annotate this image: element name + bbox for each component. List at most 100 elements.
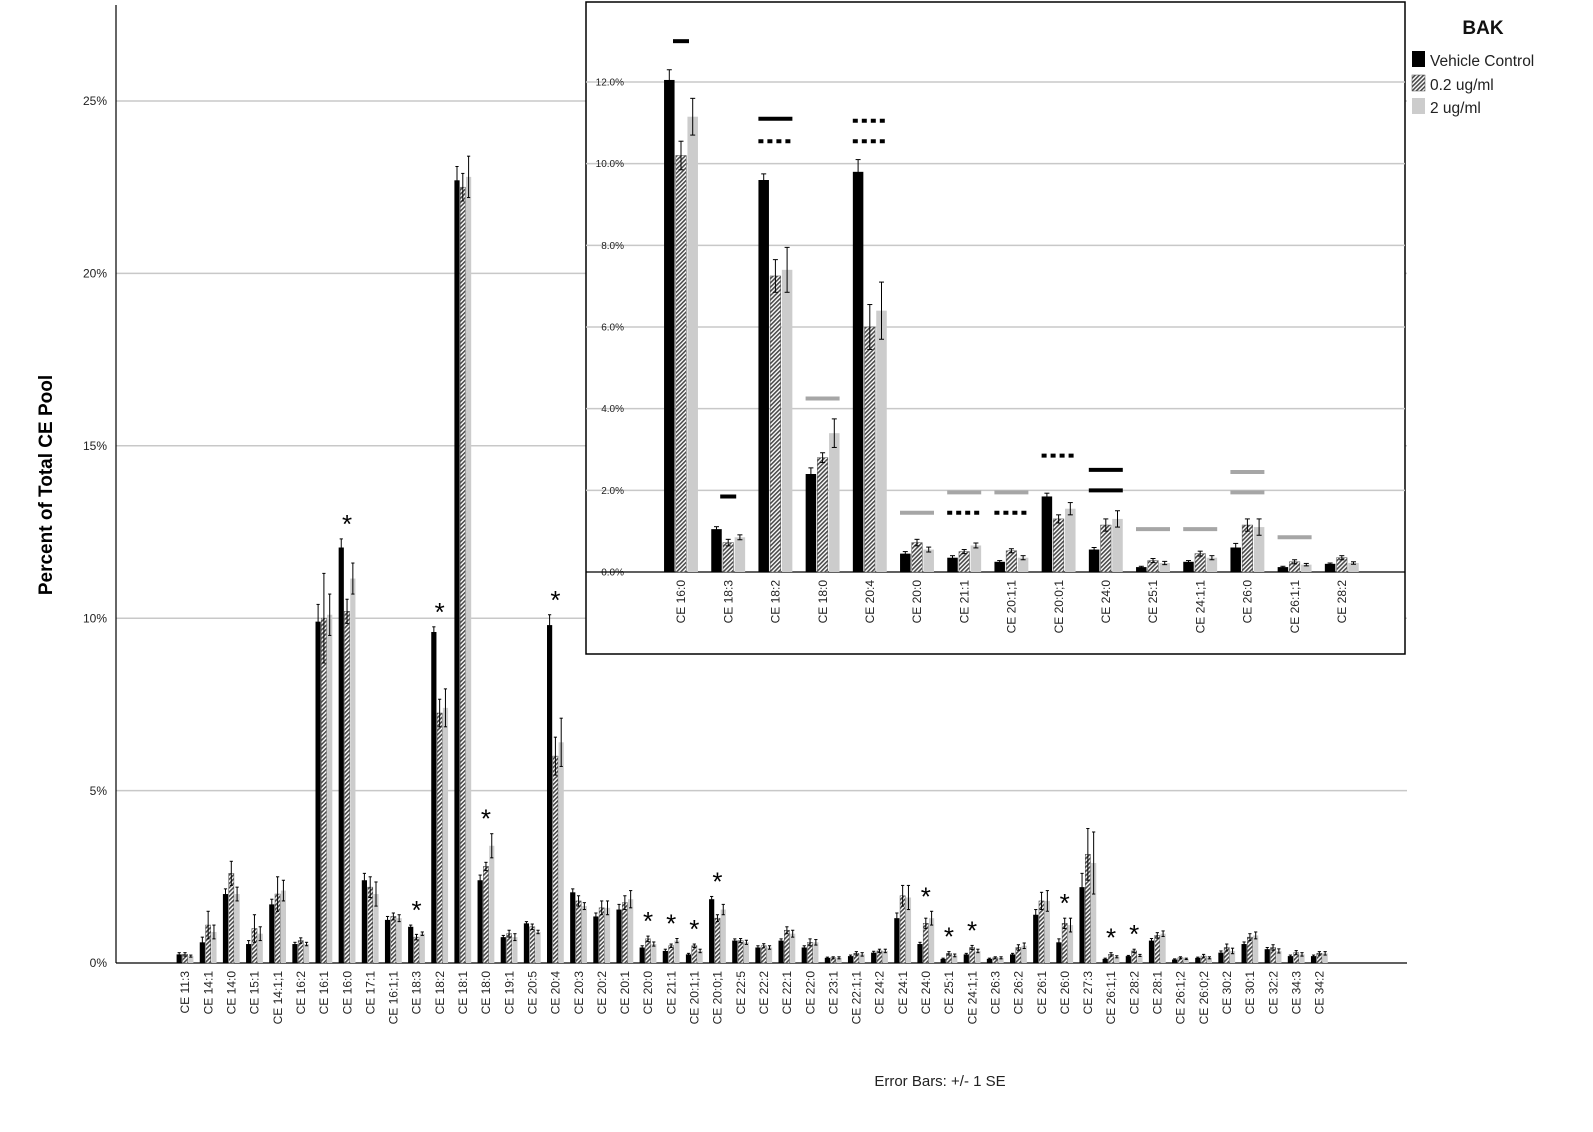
- x-tick-label: CE 26:1;1: [1104, 971, 1118, 1025]
- bar: [743, 942, 749, 963]
- bar: [784, 929, 790, 964]
- x-tick-label: CE 20:5: [525, 971, 539, 1015]
- bar: [436, 712, 443, 964]
- y-axis-label: Percent of Total CE Pool: [36, 375, 57, 595]
- bar: [1100, 524, 1112, 573]
- legend-label: 0.2 ug/ml: [1430, 77, 1494, 94]
- y-tick-label: 10%: [83, 611, 107, 625]
- bar: [1229, 950, 1236, 963]
- bar: [327, 614, 333, 963]
- significance-asterisk: *: [712, 866, 722, 896]
- y-tick-label: 6.0%: [601, 323, 624, 334]
- bar: [211, 931, 217, 963]
- significance-asterisk: *: [342, 509, 352, 539]
- bar: [668, 945, 674, 964]
- bar: [483, 866, 489, 964]
- bar: [1230, 547, 1241, 572]
- x-tick-label: CE 34:3: [1289, 971, 1303, 1015]
- bar: [1160, 933, 1166, 963]
- bar: [604, 907, 611, 963]
- bar: [552, 755, 559, 964]
- y-tick-label: 12.0%: [596, 78, 624, 89]
- bar: [817, 457, 829, 573]
- bar: [390, 916, 397, 964]
- bar: [575, 900, 582, 964]
- bar: [529, 926, 536, 964]
- x-tick-label: CE 18:0: [479, 971, 493, 1015]
- significance-asterisk: *: [944, 922, 954, 952]
- bar: [864, 326, 876, 573]
- significance-asterisk: *: [481, 804, 491, 834]
- bar: [923, 549, 934, 572]
- bar: [628, 899, 634, 963]
- x-tick-label: CE 28:2: [1335, 580, 1349, 624]
- bar: [734, 537, 746, 572]
- x-tick-label: CE 30:2: [1220, 971, 1234, 1015]
- x-tick-label: CE 16:0: [674, 580, 688, 624]
- bar: [711, 529, 722, 572]
- bar: [905, 897, 912, 963]
- y-tick-label: 15%: [83, 439, 107, 453]
- bar: [1301, 564, 1312, 572]
- bar: [558, 742, 564, 963]
- bar: [1038, 900, 1045, 964]
- bar: [315, 621, 321, 963]
- x-tick-label: CE 26:1;2: [1174, 971, 1188, 1025]
- x-tick-label: CE 21:1: [957, 580, 971, 624]
- bar: [257, 933, 263, 963]
- bar: [940, 958, 946, 963]
- bar: [675, 155, 687, 573]
- x-tick-label: CE 17:1: [363, 971, 377, 1015]
- bar: [1264, 949, 1270, 963]
- bar: [535, 931, 541, 963]
- bar: [442, 707, 449, 963]
- bar: [1159, 563, 1170, 572]
- bar: [847, 956, 854, 963]
- x-tick-label: CE 20:3: [572, 971, 586, 1015]
- x-tick-label: CE 26:1: [1035, 971, 1049, 1015]
- bar: [801, 947, 807, 963]
- x-tick-label: CE 26:2: [1012, 971, 1026, 1015]
- x-tick-label: CE 20:0: [910, 580, 924, 624]
- x-tick-label: CE 22:1: [780, 971, 794, 1015]
- bar: [1277, 567, 1289, 572]
- x-tick-label: CE 15:1: [248, 971, 262, 1015]
- x-tick-label: CE 18:2: [769, 580, 783, 624]
- bar: [454, 180, 460, 963]
- significance-asterisk: *: [921, 881, 931, 911]
- bar: [466, 176, 472, 963]
- x-tick-label: CE 21:1: [664, 971, 678, 1015]
- significance-asterisk: *: [1060, 888, 1070, 918]
- bar: [419, 933, 425, 963]
- bar: [1324, 563, 1336, 572]
- significance-asterisk: *: [643, 906, 653, 936]
- bar: [1348, 563, 1359, 572]
- bar: [1091, 863, 1097, 963]
- x-tick-label: CE 11:3: [178, 971, 192, 1014]
- bar: [292, 944, 298, 963]
- bar: [344, 611, 350, 964]
- y-tick-label: 0.0%: [601, 568, 624, 579]
- bar: [222, 894, 229, 963]
- bar: [1253, 935, 1259, 963]
- bar: [506, 933, 512, 964]
- x-tick-label: CE 22:1;1: [850, 971, 864, 1025]
- bar: [697, 950, 703, 963]
- bar: [685, 954, 692, 963]
- bar: [303, 944, 310, 963]
- legend-swatch: [1411, 74, 1426, 92]
- bar: [722, 542, 734, 573]
- bar: [1310, 956, 1317, 963]
- bar: [732, 940, 738, 963]
- x-tick-label: CE 24:0: [1099, 580, 1113, 624]
- bar: [947, 557, 958, 572]
- bar: [639, 947, 645, 963]
- bar: [852, 171, 864, 573]
- x-tick-label: CE 24:1;1: [965, 971, 979, 1025]
- x-tick-label: CE 32:2: [1266, 971, 1280, 1015]
- bar: [338, 547, 344, 963]
- x-tick-label: CE 23:1: [826, 971, 840, 1015]
- bar: [188, 956, 194, 963]
- y-tick-label: 4.0%: [601, 404, 624, 415]
